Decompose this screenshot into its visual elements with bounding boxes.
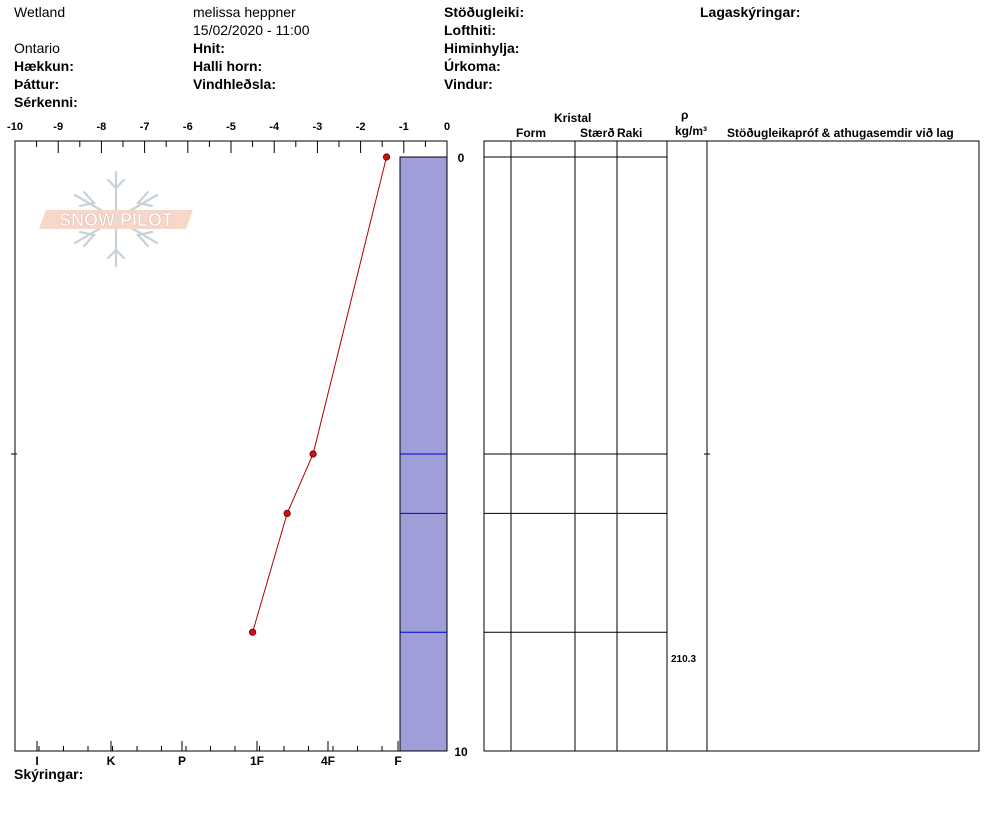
temp-tick-label: -3 [313,121,323,133]
form-header: Form [516,126,546,140]
table-frame [483,140,980,752]
temp-tick-label: -8 [97,121,107,133]
stability-label: Stöðugleiki: [444,4,525,20]
temp-tick-label: -4 [269,121,280,133]
coords-label: Hnit: [193,40,225,56]
comments-header: Stöðugleikapróf & athugasemdir við lag [727,126,954,140]
density-value: 210.3 [671,654,696,665]
slope-label: Halli horn: [193,58,263,74]
temperature-axis: -10 -9 -8 -7 -6 -5 -4 -3 -2 -1 0 [7,121,450,153]
notes-label: Skýringar: [14,766,84,782]
aspect-label: Þáttur: [14,76,60,92]
observation-datetime: 15/02/2020 - 11:00 [193,22,310,38]
hardness-tick-label: I [35,754,38,768]
temp-tick-label: -6 [183,121,193,133]
hardness-tick-label: F [394,754,401,768]
wind-label: Vindur: [444,76,493,92]
temp-tick-label: -1 [399,121,409,133]
sky-label: Himinhylja: [444,40,520,56]
hardness-layer-bars [399,156,448,752]
hardness-axis: I K P 1F 4F F [35,741,432,768]
temp-tick-label: -9 [53,121,63,133]
moisture-header: Raki [617,126,643,140]
layer-table [483,140,980,752]
temperature-point [309,450,317,458]
location-name: Wetland [14,4,66,20]
hardness-tick-label: 4F [321,754,335,768]
elevation-label: Hækkun: [14,58,74,74]
layer-notes-label: Lagaskýringar: [700,4,801,20]
observer-name: melissa heppner [193,4,296,20]
size-header: Stærð [580,126,615,140]
temp-tick-label: -7 [140,121,150,133]
air-temp-label: Lofthiti: [444,22,497,38]
depth-tick-label: 0 [458,151,465,165]
crystal-header: Kristal [554,111,592,125]
density-values: 210.3 [671,654,696,665]
temperature-profile [249,153,391,636]
temperature-point [249,628,257,636]
depth-tick-label: 10 [454,745,468,759]
snow-pilot-logo: SNOW PILOT [39,170,193,268]
temp-tick-label: -2 [356,121,366,133]
hardness-tick-label: 1F [250,754,264,768]
svg-text:SNOW PILOT: SNOW PILOT [59,210,173,230]
hardness-tick-label: K [107,754,116,768]
rho-header: ρ [681,108,689,122]
region-name: Ontario [14,40,60,56]
hardness-tick-label: P [178,754,186,768]
temp-tick-label: 0 [444,121,450,133]
temp-tick-label: -5 [226,121,236,133]
wind-loading-label: Vindhleðsla: [193,76,276,92]
temp-tick-label: -10 [7,121,23,133]
temperature-line [252,156,388,633]
density-unit-header: kg/m³ [675,124,708,138]
features-label: Sérkenni: [14,94,78,110]
temperature-point [283,509,291,518]
temperature-point [382,153,391,161]
precip-label: Úrkoma: [444,58,501,74]
